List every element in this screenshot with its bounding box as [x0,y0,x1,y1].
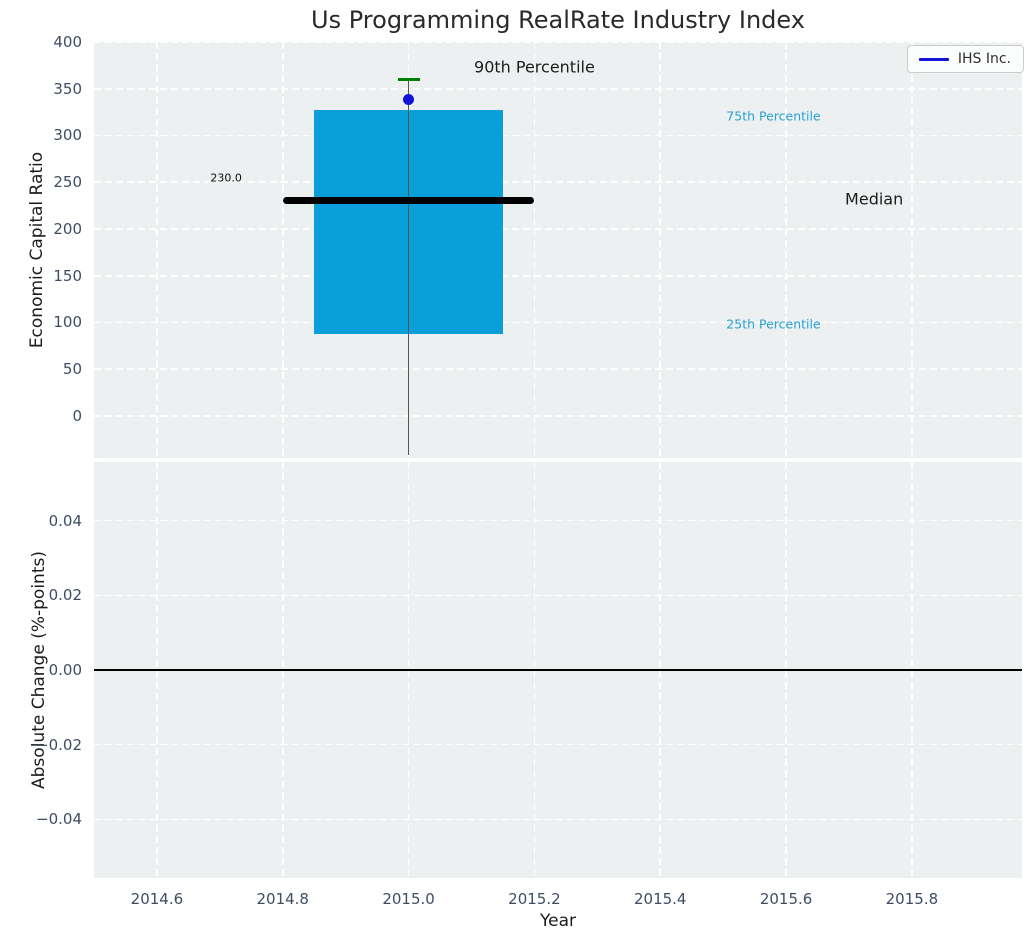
bottom-y-tick-label: −0.04 [36,810,82,829]
x-gridline [533,42,536,458]
y-gridline [94,134,1022,137]
whisker-line [407,79,410,455]
median-line [282,197,535,205]
y-gridline [94,181,1022,184]
annotation-25th-percentile: 25th Percentile [726,316,821,332]
x-gridline [785,42,787,458]
y-gridline [94,818,1022,821]
top-y-tick-label: 250 [53,173,82,192]
chart-title: Us Programming RealRate Industry Index [311,6,805,34]
x-gridline [659,42,662,458]
y-gridline [94,321,1022,324]
top-y-tick-label: 200 [53,219,82,238]
x-tick-label: 2015.6 [759,890,813,908]
legend-label: IHS Inc. [957,51,1011,67]
y-gridline [94,519,1022,522]
top-y-tick-label: 300 [53,126,82,145]
y-gridline [94,41,1022,43]
bottom-y-tick-label: −0.02 [36,735,82,754]
top-y-tick-label: 50 [62,360,82,379]
zero-line [94,669,1022,671]
company-point-marker [403,93,415,105]
annotation-median: Median [845,189,904,209]
bottom-y-tick-label: 0.00 [48,661,82,679]
x-tick-label: 2015.2 [508,890,561,908]
top-y-tick-label: 100 [53,313,82,332]
x-tick-label: 2015.4 [633,890,687,908]
y-gridline [94,228,1022,230]
top-y-tick-label: 400 [53,33,82,51]
x-gridline [156,42,158,458]
top-y-tick-label: 350 [53,79,82,98]
percentile-90-cap [397,77,420,81]
y-gridline [94,368,1022,370]
bottom-y-tick-label: 0.04 [48,511,82,530]
y-gridline [94,415,1022,417]
y-gridline [94,87,1022,90]
x-tick-label: 2015.8 [885,890,939,908]
x-tick-label: 2014.8 [256,890,309,908]
y-gridline [94,274,1022,277]
y-gridline [94,594,1022,597]
bottom-y-tick-label: 0.02 [48,586,82,605]
annotation-90th-percentile: 90th Percentile [474,57,595,77]
x-tick-label: 2014.6 [130,890,184,908]
legend-line-sample-icon [918,57,949,61]
legend: IHS Inc. [906,45,1024,73]
x-gridline [911,42,913,458]
x-tick-label: 2015.0 [382,890,435,908]
bottom-axes-change-plot [94,462,1022,878]
y-gridline [94,743,1022,746]
x-axis-label: Year [540,911,576,931]
top-axes-box-plot: 230.0 90th Percentile 75th Percentile Media… [94,41,1022,458]
median-value-label: 230.0 [210,171,242,185]
top-y-axis-label: Economic Capital Ratio [27,151,47,349]
top-y-tick-label: 0 [72,406,82,425]
annotation-75th-percentile: 75th Percentile [726,108,821,124]
x-gridline [281,42,284,458]
top-y-tick-label: 150 [53,266,82,285]
